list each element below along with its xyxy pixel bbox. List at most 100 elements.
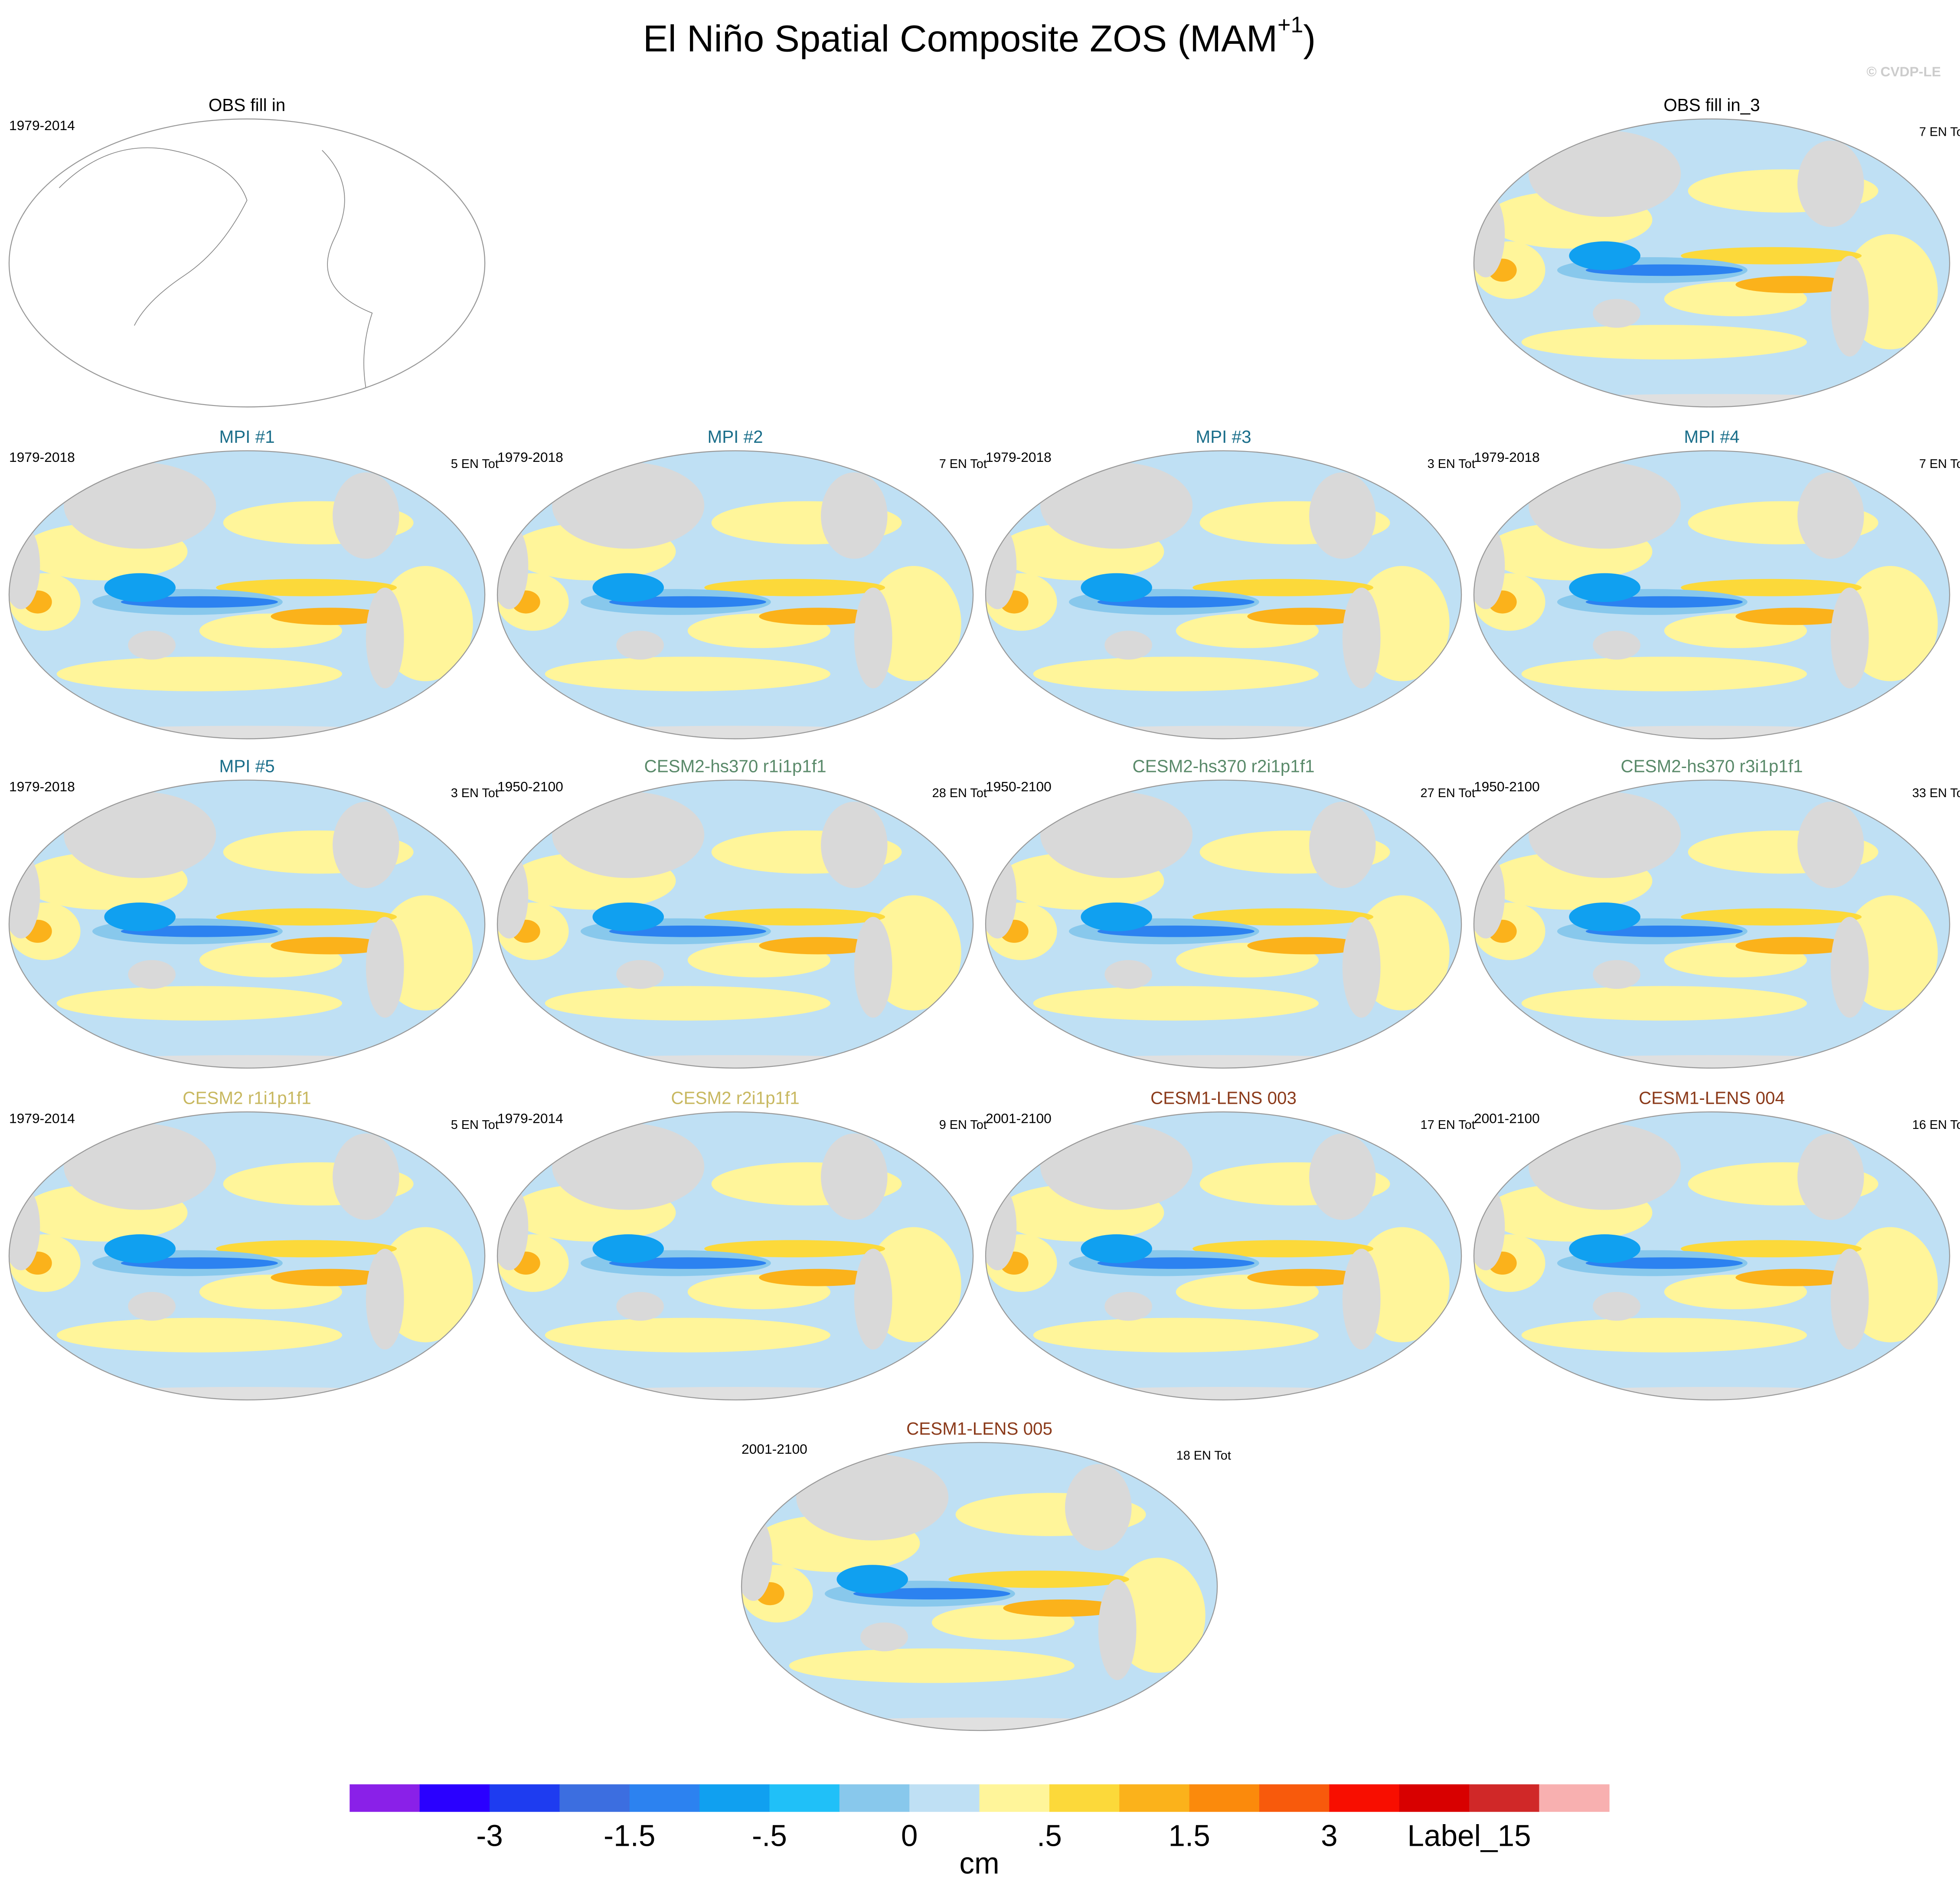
- map-shading: [216, 1240, 397, 1258]
- period-label: 1979-2018: [9, 449, 75, 465]
- map-shading: [985, 1184, 1017, 1271]
- colorbar-unit: cm: [959, 1846, 999, 1880]
- map-panel: OBS fill in_3 7 EN To: [1473, 95, 1960, 408]
- panel-title: OBS fill in_3: [1663, 95, 1760, 115]
- map-outline: [1473, 779, 1950, 1069]
- map-shading: [1309, 472, 1376, 559]
- map-outline: [497, 779, 974, 1069]
- map-shading: [704, 1240, 885, 1258]
- map-outline: [741, 1442, 1218, 1731]
- map-panel: MPI #1 1979-2018 5 EN Tot: [8, 427, 499, 739]
- map-area: [9, 451, 485, 739]
- period-label: 1979-2018: [497, 449, 563, 465]
- map-shading: [1033, 986, 1319, 1021]
- map-outline: [8, 450, 486, 739]
- colorbar-label: Label_15: [1408, 1819, 1531, 1853]
- map-shading: [1681, 908, 1862, 926]
- map-outline: [8, 118, 486, 408]
- colorbar-box: [1119, 1784, 1190, 1812]
- colorbar-box: [769, 1784, 840, 1812]
- map-shading: [1569, 902, 1640, 932]
- map-outline: [8, 1111, 486, 1401]
- map-shading: [1098, 1579, 1137, 1680]
- map-shading: [1681, 579, 1862, 596]
- map-shading: [216, 579, 397, 596]
- panel-title: CESM2-hs370 r3i1p1f1: [1621, 756, 1803, 776]
- map-shading: [1529, 1123, 1681, 1210]
- event-count: 7 EN Tot: [939, 457, 987, 471]
- event-count: 5 EN Tot: [451, 1118, 499, 1132]
- map-area: [985, 451, 1462, 739]
- map-panel: MPI #3 1979-2018 3 EN Tot: [985, 427, 1475, 739]
- map-panel: CESM1-LENS 005 2001-2100 18 EN Tot: [741, 1419, 1231, 1731]
- map-outline: [1473, 450, 1950, 739]
- map-shading: [366, 587, 404, 689]
- map-shading: [1192, 1240, 1374, 1258]
- map-shading: [1003, 1599, 1122, 1617]
- map-shading: [1473, 1184, 1505, 1271]
- map-shading: [616, 631, 664, 660]
- map-shading: [854, 587, 892, 689]
- map-shading: [616, 960, 664, 989]
- map-shading: [56, 1318, 342, 1353]
- panel-title: OBS fill in: [209, 95, 285, 115]
- colorbar-box: [839, 1784, 910, 1812]
- map-shading: [592, 1234, 664, 1263]
- map-shading: [216, 908, 397, 926]
- map-shading: [552, 1123, 705, 1210]
- map-panel: CESM2 r1i1p1f1 1979-2014 5 EN Tot: [8, 1088, 499, 1401]
- colorbar-box: [1469, 1784, 1540, 1812]
- period-label: 2001-2100: [742, 1441, 807, 1457]
- map-outline: [8, 779, 486, 1069]
- map-shading: [1309, 801, 1376, 888]
- period-label: 1950-2100: [497, 778, 563, 794]
- map-panel: CESM2 r2i1p1f1 1979-2014 9 EN Tot: [497, 1088, 987, 1401]
- event-count: 27 EN Tot: [1421, 786, 1475, 800]
- map-shading: [1797, 801, 1864, 888]
- map-shading: [9, 523, 40, 609]
- map-area: [1473, 451, 1950, 739]
- event-count: 33 EN To: [1912, 786, 1960, 800]
- map-shading: [1104, 960, 1152, 989]
- colorbar-label: .5: [1037, 1819, 1062, 1853]
- map-shading: [104, 902, 176, 932]
- map-shading: [56, 657, 342, 691]
- title-sup: +1: [1277, 12, 1303, 37]
- map-shading: [1735, 1269, 1855, 1286]
- map-shading: [1593, 299, 1640, 328]
- map-shading: [854, 1249, 892, 1350]
- map-shading: [271, 1269, 390, 1286]
- colorbar-box: [1049, 1784, 1120, 1812]
- map-shading: [1521, 1318, 1807, 1353]
- colorbar-label: 3: [1321, 1819, 1338, 1853]
- colorbar-box: [1329, 1784, 1400, 1812]
- map-shading: [1830, 917, 1869, 1018]
- map-shading: [333, 1133, 399, 1220]
- map-panel: CESM1-LENS 003 2001-2100 17 EN Tot: [985, 1088, 1475, 1401]
- colorbar-label: -.5: [752, 1819, 787, 1853]
- coastline: [322, 150, 373, 389]
- map-shading: [1342, 587, 1381, 689]
- map-shading: [759, 937, 878, 955]
- colorbar-box: [1259, 1784, 1330, 1812]
- map-area: [741, 1442, 1218, 1731]
- map-shading: [333, 801, 399, 888]
- map-shading: [1830, 587, 1869, 689]
- map-shading: [545, 1318, 830, 1353]
- map-shading: [1521, 325, 1807, 360]
- event-count: 9 EN Tot: [939, 1118, 987, 1132]
- map-area: [1473, 1112, 1950, 1400]
- map-panel: CESM2-hs370 r2i1p1f1 1950-2100 27 EN Tot: [985, 756, 1475, 1069]
- panel-title: CESM2-hs370 r1i1p1f1: [644, 756, 826, 776]
- watermark: © CVDP-LE: [1866, 64, 1941, 79]
- map-shading: [1192, 579, 1374, 596]
- map-outline: [1473, 1111, 1950, 1401]
- map-shading: [1473, 523, 1505, 609]
- map-shading: [1529, 130, 1681, 217]
- map-shading: [1521, 986, 1807, 1021]
- map-area: [1473, 119, 1950, 407]
- map-shading: [64, 791, 216, 878]
- event-count: 7 EN To: [1919, 125, 1960, 139]
- event-count: 18 EN Tot: [1176, 1449, 1231, 1462]
